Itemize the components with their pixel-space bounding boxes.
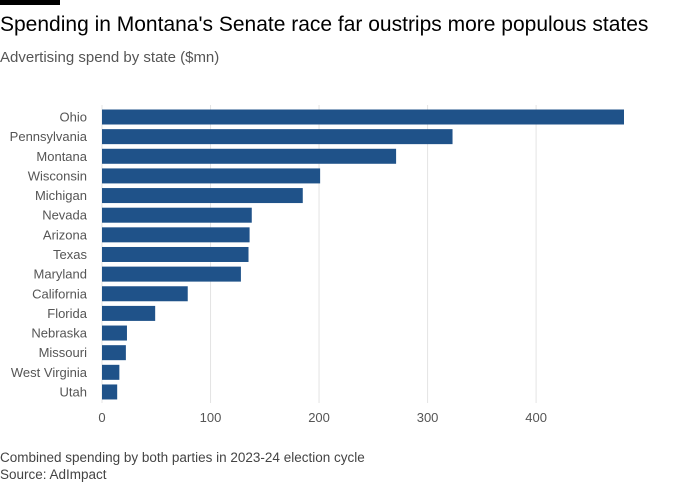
bar-pennsylvania xyxy=(102,129,453,145)
source-note: Source: AdImpact xyxy=(0,467,107,482)
bar-nebraska xyxy=(102,325,127,341)
category-label: Missouri xyxy=(39,345,88,360)
category-label: Michigan xyxy=(35,188,87,203)
category-label: Arizona xyxy=(43,227,88,242)
x-tick-label: 200 xyxy=(308,410,330,425)
bar-nevada xyxy=(102,207,252,223)
bar-arizona xyxy=(102,227,250,243)
bar-california xyxy=(102,286,188,302)
footnote: Combined spending by both parties in 202… xyxy=(0,450,365,465)
bar-ohio xyxy=(102,109,624,125)
bar-michigan xyxy=(102,188,303,204)
top-rule xyxy=(0,0,60,5)
x-tick-label: 300 xyxy=(417,410,439,425)
x-axis-tick-labels: 0 100 200 300 400 xyxy=(98,410,547,425)
bar-montana xyxy=(102,148,397,164)
category-label: Ohio xyxy=(60,110,87,125)
category-labels: Ohio Pennsylvania Montana Wisconsin Michigan… xyxy=(10,110,88,400)
category-label: Montana xyxy=(36,149,87,164)
bar-florida xyxy=(102,305,156,321)
category-label: Nebraska xyxy=(31,326,87,341)
bar-texas xyxy=(102,246,249,262)
category-label: Maryland xyxy=(34,267,87,282)
bar-chart: Ohio Pennsylvania Montana Wisconsin Michigan… xyxy=(10,105,624,425)
bar-west-virginia xyxy=(102,364,120,380)
category-label: Florida xyxy=(47,306,88,321)
chart-subtitle: Advertising spend by state ($mn) xyxy=(0,49,220,66)
category-label: West Virginia xyxy=(11,365,88,380)
x-tick-label: 0 xyxy=(98,410,105,425)
category-label: Wisconsin xyxy=(28,168,87,183)
category-label: Texas xyxy=(53,247,87,262)
bar-utah xyxy=(102,384,118,400)
category-label: Nevada xyxy=(42,208,88,223)
x-tick-label: 400 xyxy=(525,410,547,425)
category-label: California xyxy=(32,286,88,301)
bar-maryland xyxy=(102,266,241,282)
chart-title: Spending in Montana's Senate race far ou… xyxy=(0,13,649,36)
x-tick-label: 100 xyxy=(200,410,222,425)
category-label: Utah xyxy=(60,384,87,399)
bar-missouri xyxy=(102,345,126,361)
bars xyxy=(102,109,624,400)
bar-wisconsin xyxy=(102,168,321,184)
category-label: Pennsylvania xyxy=(10,129,88,144)
